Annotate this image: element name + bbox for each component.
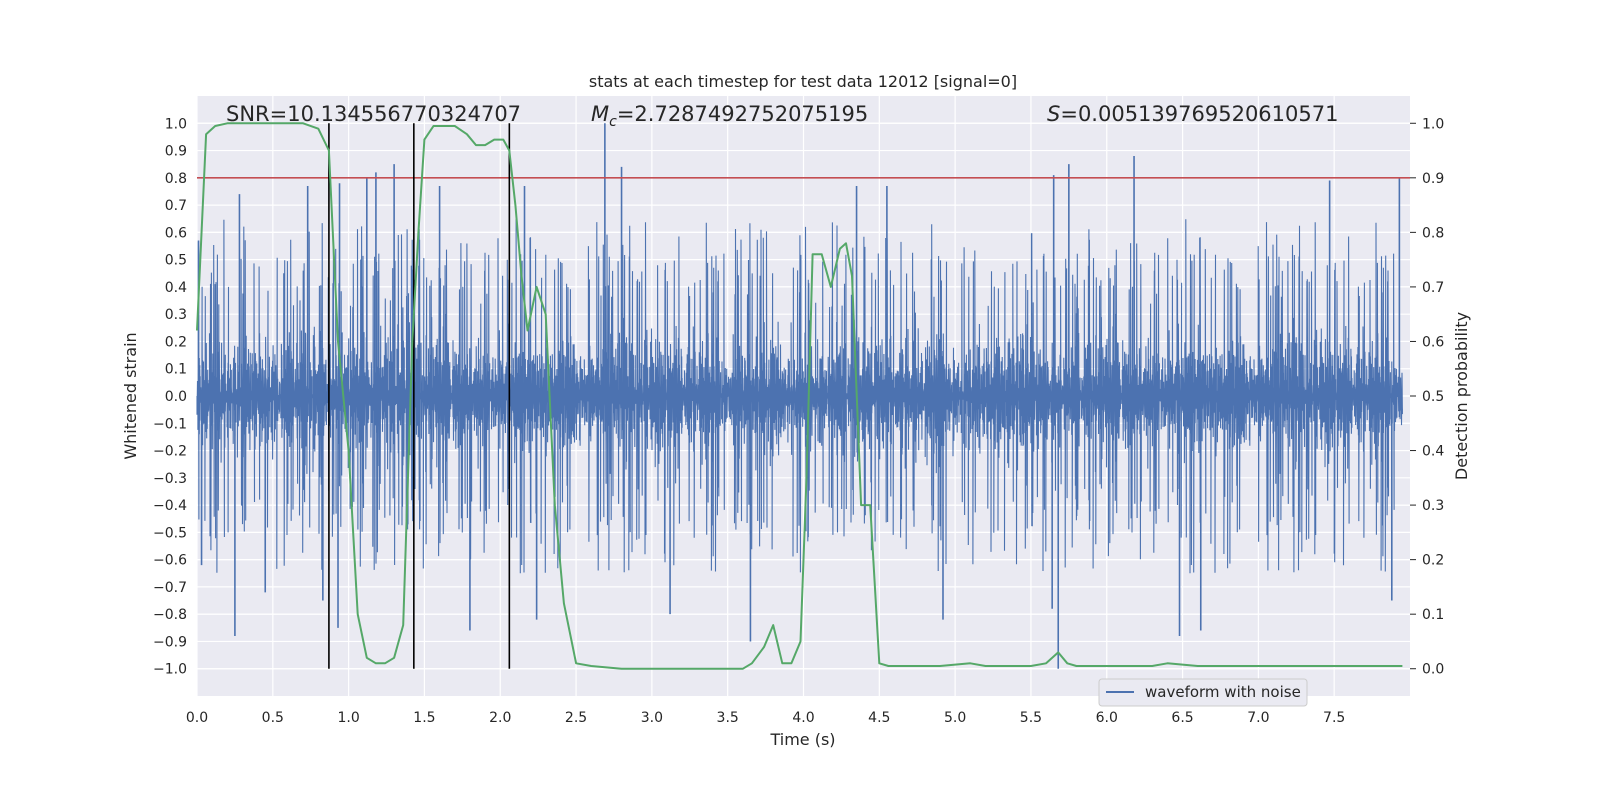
y-tick-label-0: −1.0 — [153, 662, 187, 678]
y-tick-label-10: 0.0 — [165, 389, 187, 405]
x-tick-label-7: 3.5 — [717, 710, 739, 726]
x-tick-label-13: 6.5 — [1171, 710, 1193, 726]
x-tick-label-1: 0.5 — [262, 710, 284, 726]
y-tick-label-1: −0.9 — [153, 634, 187, 650]
y-tick-label-6: −0.4 — [153, 498, 187, 514]
y2-tick-label-5: 0.5 — [1422, 389, 1444, 405]
y2-tick-label-3: 0.3 — [1422, 498, 1444, 514]
x-axis-ticks: 0.0 0.5 1.0 1.5 2.0 2.5 3.0 3.5 4.0 4.5 5.0 5.5 6.0 6… — [186, 710, 1345, 726]
x-tick-label-10: 5.0 — [944, 710, 966, 726]
x-tick-label-8: 4.0 — [792, 710, 814, 726]
y2-tick-label-1: 0.1 — [1422, 607, 1444, 623]
x-tick-label-14: 7.0 — [1247, 710, 1269, 726]
x-tick-label-11: 5.5 — [1020, 710, 1042, 726]
x-tick-label-9: 4.5 — [868, 710, 890, 726]
y-tick-label-20: 1.0 — [165, 116, 187, 132]
s-symbol: S — [1047, 102, 1060, 126]
y-axis-ticks: −1.0 −0.9 −0.8 −0.7 −0.6 −0.5 −0.4 −0.3 −0.2 −0.1… — [153, 116, 187, 677]
x-tick-label-6: 3.0 — [641, 710, 663, 726]
mc-value: =2.7287492752075195 — [617, 102, 868, 126]
y2-tick-label-6: 0.6 — [1422, 334, 1444, 350]
y2-axis-ticks: 0.0 0.1 0.2 0.3 0.4 0.5 0.6 0.7 0.8 0.9 1.0 — [1410, 116, 1444, 678]
probability-line — [196, 122, 1403, 670]
mc-subscript: c — [609, 114, 617, 130]
y-tick-label-2: −0.8 — [153, 607, 187, 623]
event-lines — [328, 123, 511, 669]
y-tick-label-16: 0.6 — [165, 225, 187, 241]
legend: waveform with noise — [1098, 678, 1308, 707]
s-annotation: S=0.005139769520610571 — [1047, 102, 1338, 126]
chart-title: stats at each timestep for test data 120… — [589, 72, 1017, 91]
y-tick-label-8: −0.2 — [153, 444, 187, 460]
y2-tick-label-8: 0.8 — [1422, 225, 1444, 241]
probability-series — [196, 122, 1403, 670]
y-axis-label: Whitened strain — [121, 332, 140, 459]
y-tick-label-9: −0.1 — [153, 416, 187, 432]
y-tick-label-7: −0.3 — [153, 471, 187, 487]
y2-tick-label-0: 0.0 — [1422, 662, 1444, 678]
snr-annotation: SNR=10.134556770324707 — [226, 102, 521, 126]
y-tick-label-3: −0.7 — [153, 580, 187, 596]
y-tick-label-14: 0.4 — [165, 280, 187, 296]
y-tick-label-17: 0.7 — [165, 198, 187, 214]
x-tick-label-12: 6.0 — [1096, 710, 1118, 726]
y2-tick-label-9: 0.9 — [1422, 171, 1444, 187]
legend-label: waveform with noise — [1145, 683, 1301, 701]
y2-tick-label-10: 1.0 — [1422, 116, 1444, 132]
y-tick-label-5: −0.5 — [153, 525, 187, 541]
x-tick-label-5: 2.5 — [565, 710, 587, 726]
y2-tick-label-4: 0.4 — [1422, 444, 1444, 460]
x-tick-label-4: 2.0 — [489, 710, 511, 726]
y2-tick-label-7: 0.7 — [1422, 280, 1444, 296]
x-tick-label-2: 1.0 — [337, 710, 359, 726]
y-tick-label-4: −0.6 — [153, 553, 187, 569]
mc-symbol: M — [591, 102, 609, 126]
y-tick-label-11: 0.1 — [165, 362, 187, 378]
y-tick-label-12: 0.2 — [165, 334, 187, 350]
s-value: =0.005139769520610571 — [1060, 102, 1338, 126]
chirp-mass-annotation: Mc=2.7287492752075195 — [591, 102, 868, 130]
y2-tick-label-2: 0.2 — [1422, 553, 1444, 569]
x-axis-label: Time (s) — [769, 730, 835, 749]
y2-axis-label: Detection probability — [1452, 312, 1471, 480]
y-tick-label-18: 0.8 — [165, 171, 187, 187]
x-tick-label-15: 7.5 — [1323, 710, 1345, 726]
y-tick-label-19: 0.9 — [165, 144, 187, 160]
waveform-noise-line — [196, 219, 1403, 574]
x-tick-label-3: 1.5 — [413, 710, 435, 726]
legend-box — [1098, 678, 1308, 707]
x-tick-label-0: 0.0 — [186, 710, 208, 726]
y-tick-label-15: 0.5 — [165, 253, 187, 269]
y-tick-label-13: 0.3 — [165, 307, 187, 323]
